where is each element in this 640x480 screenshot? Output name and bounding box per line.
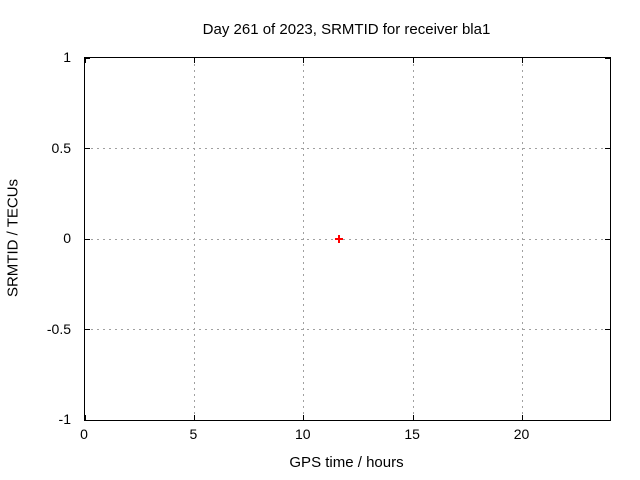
v-gridline [412,58,414,420]
x-tick-mark-bottom [303,415,305,420]
y-tick-mark-right [605,329,610,330]
x-axis-label: GPS time / hours [289,454,404,471]
y-tick-mark-left [85,329,90,330]
y-tick-mark-left [85,419,90,421]
y-tick-mark-left [85,238,90,240]
y-tick-mark-left [85,148,90,149]
x-tick-mark-bottom [412,415,414,420]
y-tick-label: -1 [58,411,71,427]
x-tick-label: 20 [513,426,530,442]
y-tick-mark-right [605,419,610,421]
x-tick-mark-top [522,58,523,63]
h-gridline [85,329,610,330]
v-gridline [303,58,305,420]
v-gridline [193,58,195,420]
y-tick-label: -0.5 [46,320,71,337]
y-tick-mark-right [605,148,610,149]
plot-area [84,57,611,421]
x-tick-label: 5 [189,426,198,442]
y-tick-label: 1 [63,49,71,65]
h-gridline [85,148,610,149]
y-tick-mark-left [85,57,90,59]
h-gridline [85,238,610,240]
x-tick-mark-top [84,58,86,63]
x-tick-label: 0 [80,426,88,442]
x-tick-mark-bottom [84,415,86,420]
x-tick-mark-top [412,58,414,63]
y-tick-mark-right [605,238,610,240]
data-point-marker [334,235,343,243]
x-tick-label: 15 [404,426,420,442]
marker-plus-vbar [337,235,340,243]
y-tick-mark-right [605,57,610,59]
v-gridline [522,58,523,420]
y-tick-label: 0 [63,230,71,246]
chart-title: Day 261 of 2023, SRMTID for receiver bla… [202,21,491,38]
x-tick-mark-bottom [522,415,523,420]
y-tick-label: 0.5 [51,139,71,156]
x-tick-mark-bottom [193,415,195,420]
x-tick-mark-top [303,58,305,63]
x-tick-label: 10 [294,426,311,442]
x-tick-mark-top [193,58,195,63]
